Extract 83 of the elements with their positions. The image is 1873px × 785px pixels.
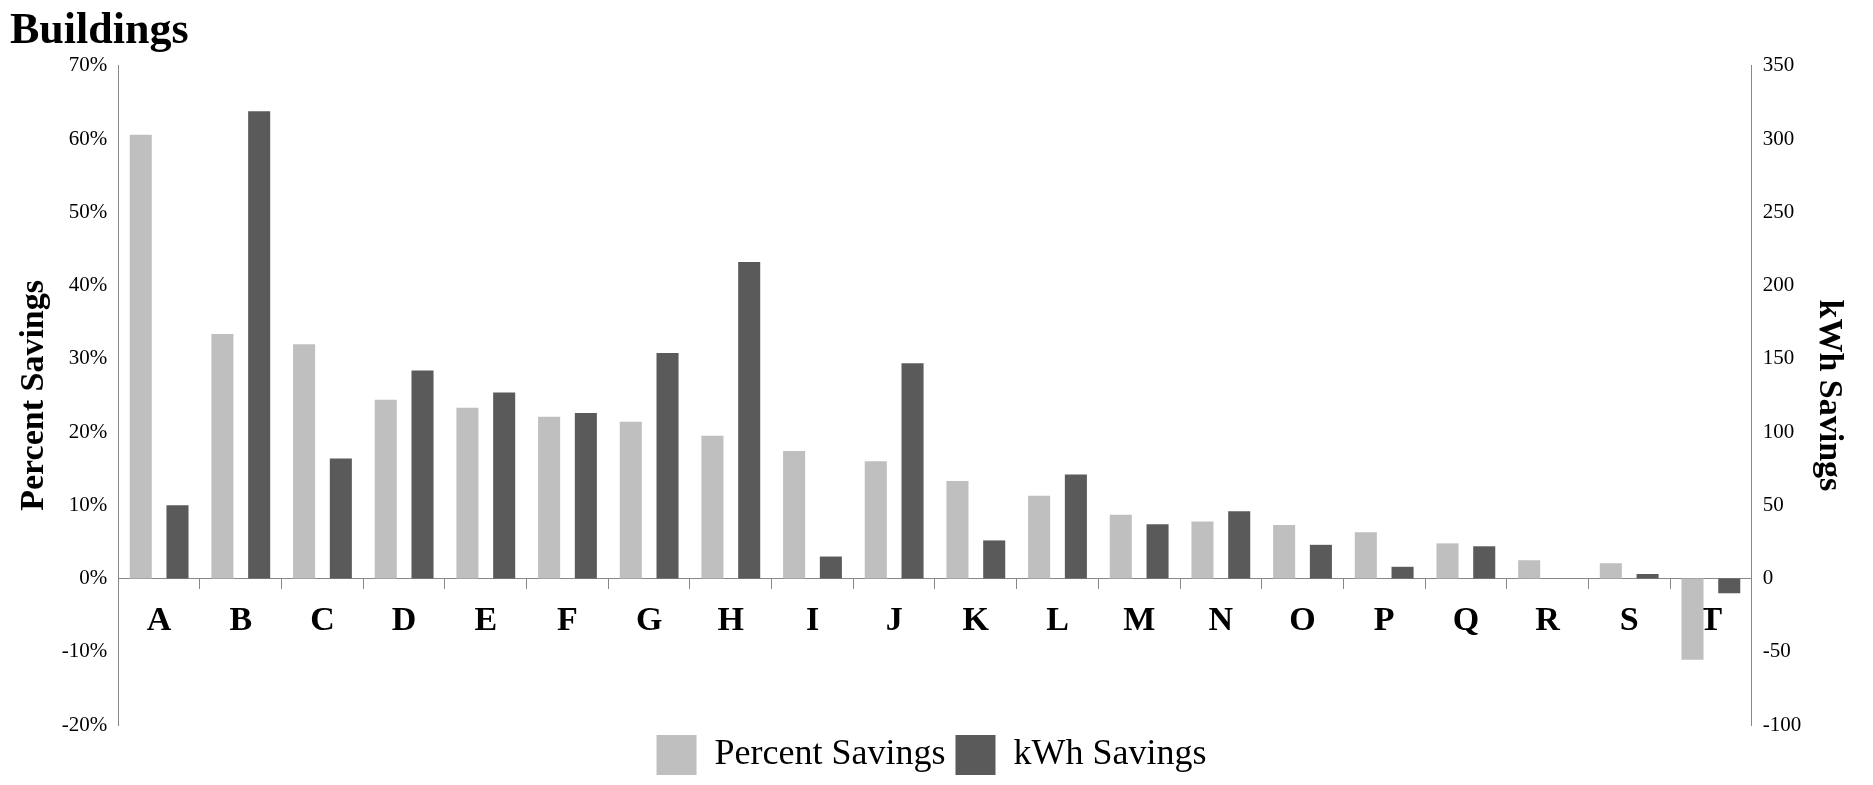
legend-label: Percent Savings xyxy=(714,732,946,773)
bar xyxy=(1228,511,1251,579)
y-tick-label: 70% xyxy=(68,52,108,77)
bar xyxy=(701,435,724,579)
bar xyxy=(493,392,516,579)
bar xyxy=(1109,514,1132,579)
y2-tick-label: 200 xyxy=(1762,272,1795,297)
x-tick-label: K xyxy=(962,599,990,637)
y-tick-label: 60% xyxy=(68,125,108,150)
x-tick-label: C xyxy=(310,599,335,637)
y2-tick-label: 150 xyxy=(1762,345,1795,370)
x-tick-label: E xyxy=(474,599,498,637)
bar xyxy=(1191,521,1214,579)
x-tick-label: P xyxy=(1373,599,1395,637)
x-tick-label: I xyxy=(805,599,820,637)
y2-tick-label: 250 xyxy=(1762,198,1795,223)
x-tick-label: F xyxy=(557,599,578,637)
bar xyxy=(293,344,316,579)
bar xyxy=(329,458,352,579)
x-tick-label: B xyxy=(229,599,253,637)
bar xyxy=(1391,566,1414,579)
bar xyxy=(166,505,189,579)
bar xyxy=(901,363,924,579)
bar xyxy=(1273,525,1296,579)
y-tick-label: 40% xyxy=(68,272,108,297)
x-tick-label: J xyxy=(885,599,903,637)
bar xyxy=(656,352,679,579)
bar xyxy=(1436,543,1459,579)
y-tick-label: 10% xyxy=(68,491,108,516)
y-tick-label: 20% xyxy=(68,418,108,443)
y2-tick-label: -100 xyxy=(1762,711,1802,736)
y-tick-label: 0% xyxy=(79,565,108,590)
bar xyxy=(619,421,642,579)
bar xyxy=(1028,495,1051,579)
y-tick-label: 50% xyxy=(68,198,108,223)
x-tick-label: A xyxy=(146,599,172,637)
x-tick-label: M xyxy=(1123,599,1156,637)
y2-tick-label: 0 xyxy=(1762,565,1774,590)
x-tick-label: L xyxy=(1046,599,1069,637)
x-tick-label: R xyxy=(1535,599,1561,637)
bar xyxy=(783,451,806,579)
x-tick-label: O xyxy=(1289,599,1316,637)
bar xyxy=(411,370,434,579)
x-tick-label: Q xyxy=(1452,599,1480,637)
bar xyxy=(1636,574,1659,579)
x-tick-label: N xyxy=(1208,599,1234,637)
bar xyxy=(211,333,234,579)
bar xyxy=(1718,578,1741,594)
x-tick-label: H xyxy=(717,599,745,637)
bar xyxy=(248,111,271,579)
bar xyxy=(983,540,1006,579)
y-tick-label: -10% xyxy=(61,638,108,663)
y-tick-label: -20% xyxy=(61,711,108,736)
x-tick-label: S xyxy=(1619,599,1639,637)
bar xyxy=(1354,532,1377,579)
x-tick-label: D xyxy=(391,599,417,637)
bar xyxy=(456,407,479,579)
y2-tick-label: 300 xyxy=(1762,125,1795,150)
bar xyxy=(864,461,887,579)
x-tick-label: G xyxy=(635,599,663,637)
y2-axis-title: kWh Savings xyxy=(1812,299,1850,492)
bar xyxy=(129,134,152,579)
bar xyxy=(574,412,597,579)
y2-tick-label: 100 xyxy=(1762,418,1795,443)
bar xyxy=(1146,524,1169,579)
bar xyxy=(946,481,969,579)
bar xyxy=(738,262,761,579)
y2-tick-label: 350 xyxy=(1762,52,1795,77)
bar xyxy=(1681,578,1704,660)
legend-label: kWh Savings xyxy=(1013,732,1207,773)
y-axis-title: Percent Savings xyxy=(13,280,51,511)
bar xyxy=(1309,544,1332,579)
chart-title: Buildings xyxy=(10,3,189,53)
bar xyxy=(374,399,397,579)
y-tick-label: 30% xyxy=(68,345,108,370)
bar xyxy=(538,416,561,579)
y2-tick-label: -50 xyxy=(1762,638,1791,663)
bar xyxy=(1599,563,1622,579)
bar xyxy=(1064,474,1087,579)
y2-tick-label: 50 xyxy=(1762,491,1784,516)
bar xyxy=(1518,560,1541,579)
bar xyxy=(819,556,842,579)
bar xyxy=(1473,546,1496,579)
